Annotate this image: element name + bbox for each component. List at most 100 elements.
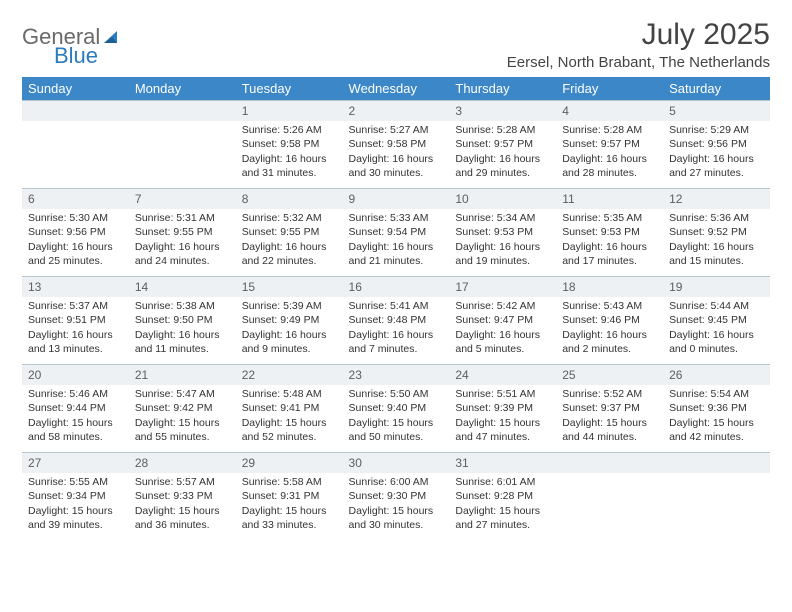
day-number: 5 (663, 101, 770, 121)
calendar-row: 27Sunrise: 5:55 AMSunset: 9:34 PMDayligh… (22, 453, 770, 541)
daylight-text: Daylight: 16 hours and 15 minutes. (669, 240, 764, 268)
calendar-cell (663, 453, 770, 541)
cell-content: Sunrise: 6:00 AMSunset: 9:30 PMDaylight:… (343, 473, 450, 536)
sunrise-text: Sunrise: 5:35 AM (562, 211, 657, 225)
sunset-text: Sunset: 9:55 PM (135, 225, 230, 239)
daylight-text: Daylight: 16 hours and 28 minutes. (562, 152, 657, 180)
day-number: 6 (22, 189, 129, 209)
calendar-cell: 20Sunrise: 5:46 AMSunset: 9:44 PMDayligh… (22, 365, 129, 453)
daylight-text: Daylight: 15 hours and 36 minutes. (135, 504, 230, 532)
sunset-text: Sunset: 9:41 PM (242, 401, 337, 415)
sunset-text: Sunset: 9:33 PM (135, 489, 230, 503)
sunset-text: Sunset: 9:31 PM (242, 489, 337, 503)
day-number: 14 (129, 277, 236, 297)
sunrise-text: Sunrise: 5:38 AM (135, 299, 230, 313)
daylight-text: Daylight: 16 hours and 5 minutes. (455, 328, 550, 356)
cell-content: Sunrise: 5:46 AMSunset: 9:44 PMDaylight:… (22, 385, 129, 448)
cell-content: Sunrise: 5:47 AMSunset: 9:42 PMDaylight:… (129, 385, 236, 448)
calendar-cell: 16Sunrise: 5:41 AMSunset: 9:48 PMDayligh… (343, 277, 450, 365)
sunrise-text: Sunrise: 5:52 AM (562, 387, 657, 401)
calendar-row: 6Sunrise: 5:30 AMSunset: 9:56 PMDaylight… (22, 189, 770, 277)
day-number: 28 (129, 453, 236, 473)
sunrise-text: Sunrise: 5:43 AM (562, 299, 657, 313)
sunset-text: Sunset: 9:39 PM (455, 401, 550, 415)
sunset-text: Sunset: 9:52 PM (669, 225, 764, 239)
day-header: Sunday (22, 77, 129, 101)
calendar-cell: 15Sunrise: 5:39 AMSunset: 9:49 PMDayligh… (236, 277, 343, 365)
cell-content: Sunrise: 5:42 AMSunset: 9:47 PMDaylight:… (449, 297, 556, 360)
daylight-text: Daylight: 16 hours and 11 minutes. (135, 328, 230, 356)
daylight-text: Daylight: 16 hours and 13 minutes. (28, 328, 123, 356)
daylight-text: Daylight: 16 hours and 22 minutes. (242, 240, 337, 268)
daylight-text: Daylight: 15 hours and 58 minutes. (28, 416, 123, 444)
daylight-text: Daylight: 16 hours and 7 minutes. (349, 328, 444, 356)
daylight-text: Daylight: 16 hours and 2 minutes. (562, 328, 657, 356)
day-number: 25 (556, 365, 663, 385)
sunset-text: Sunset: 9:44 PM (28, 401, 123, 415)
cell-content: Sunrise: 5:30 AMSunset: 9:56 PMDaylight:… (22, 209, 129, 272)
day-number: 7 (129, 189, 236, 209)
sunrise-text: Sunrise: 5:41 AM (349, 299, 444, 313)
day-number: 19 (663, 277, 770, 297)
day-number: 31 (449, 453, 556, 473)
day-number: 13 (22, 277, 129, 297)
cell-content: Sunrise: 5:29 AMSunset: 9:56 PMDaylight:… (663, 121, 770, 184)
cell-content: Sunrise: 5:44 AMSunset: 9:45 PMDaylight:… (663, 297, 770, 360)
daylight-text: Daylight: 15 hours and 33 minutes. (242, 504, 337, 532)
sunrise-text: Sunrise: 5:42 AM (455, 299, 550, 313)
sunrise-text: Sunrise: 5:28 AM (562, 123, 657, 137)
calendar-cell: 28Sunrise: 5:57 AMSunset: 9:33 PMDayligh… (129, 453, 236, 541)
day-number: 10 (449, 189, 556, 209)
calendar-cell: 12Sunrise: 5:36 AMSunset: 9:52 PMDayligh… (663, 189, 770, 277)
calendar-cell: 18Sunrise: 5:43 AMSunset: 9:46 PMDayligh… (556, 277, 663, 365)
day-number: 29 (236, 453, 343, 473)
day-header: Friday (556, 77, 663, 101)
calendar-cell: 24Sunrise: 5:51 AMSunset: 9:39 PMDayligh… (449, 365, 556, 453)
calendar-cell: 19Sunrise: 5:44 AMSunset: 9:45 PMDayligh… (663, 277, 770, 365)
sunrise-text: Sunrise: 5:46 AM (28, 387, 123, 401)
cell-content: Sunrise: 5:52 AMSunset: 9:37 PMDaylight:… (556, 385, 663, 448)
daylight-text: Daylight: 15 hours and 47 minutes. (455, 416, 550, 444)
sunrise-text: Sunrise: 5:47 AM (135, 387, 230, 401)
sail-icon (102, 28, 120, 46)
brand-word-2: Blue (54, 43, 98, 69)
sunset-text: Sunset: 9:50 PM (135, 313, 230, 327)
sunset-text: Sunset: 9:56 PM (669, 137, 764, 151)
calendar-cell: 1Sunrise: 5:26 AMSunset: 9:58 PMDaylight… (236, 101, 343, 189)
daylight-text: Daylight: 15 hours and 50 minutes. (349, 416, 444, 444)
sunset-text: Sunset: 9:37 PM (562, 401, 657, 415)
day-number: 22 (236, 365, 343, 385)
day-number: 2 (343, 101, 450, 121)
cell-content: Sunrise: 6:01 AMSunset: 9:28 PMDaylight:… (449, 473, 556, 536)
day-number: 24 (449, 365, 556, 385)
sunrise-text: Sunrise: 5:55 AM (28, 475, 123, 489)
cell-content: Sunrise: 5:50 AMSunset: 9:40 PMDaylight:… (343, 385, 450, 448)
daylight-text: Daylight: 16 hours and 17 minutes. (562, 240, 657, 268)
calendar-body: 1Sunrise: 5:26 AMSunset: 9:58 PMDaylight… (22, 101, 770, 541)
day-number: 3 (449, 101, 556, 121)
calendar-cell: 5Sunrise: 5:29 AMSunset: 9:56 PMDaylight… (663, 101, 770, 189)
calendar-cell (129, 101, 236, 189)
sunset-text: Sunset: 9:57 PM (562, 137, 657, 151)
cell-content: Sunrise: 5:27 AMSunset: 9:58 PMDaylight:… (343, 121, 450, 184)
sunrise-text: Sunrise: 5:39 AM (242, 299, 337, 313)
calendar-cell: 21Sunrise: 5:47 AMSunset: 9:42 PMDayligh… (129, 365, 236, 453)
sunrise-text: Sunrise: 5:37 AM (28, 299, 123, 313)
day-number (129, 101, 236, 121)
cell-content: Sunrise: 5:43 AMSunset: 9:46 PMDaylight:… (556, 297, 663, 360)
cell-content (129, 121, 236, 127)
cell-content: Sunrise: 5:34 AMSunset: 9:53 PMDaylight:… (449, 209, 556, 272)
calendar-cell: 10Sunrise: 5:34 AMSunset: 9:53 PMDayligh… (449, 189, 556, 277)
sunrise-text: Sunrise: 5:33 AM (349, 211, 444, 225)
cell-content: Sunrise: 5:48 AMSunset: 9:41 PMDaylight:… (236, 385, 343, 448)
daylight-text: Daylight: 16 hours and 30 minutes. (349, 152, 444, 180)
daylight-text: Daylight: 15 hours and 39 minutes. (28, 504, 123, 532)
cell-content: Sunrise: 5:55 AMSunset: 9:34 PMDaylight:… (22, 473, 129, 536)
day-header: Saturday (663, 77, 770, 101)
sunrise-text: Sunrise: 5:27 AM (349, 123, 444, 137)
calendar-cell: 3Sunrise: 5:28 AMSunset: 9:57 PMDaylight… (449, 101, 556, 189)
calendar-cell: 25Sunrise: 5:52 AMSunset: 9:37 PMDayligh… (556, 365, 663, 453)
daylight-text: Daylight: 16 hours and 0 minutes. (669, 328, 764, 356)
day-number: 30 (343, 453, 450, 473)
cell-content: Sunrise: 5:28 AMSunset: 9:57 PMDaylight:… (556, 121, 663, 184)
